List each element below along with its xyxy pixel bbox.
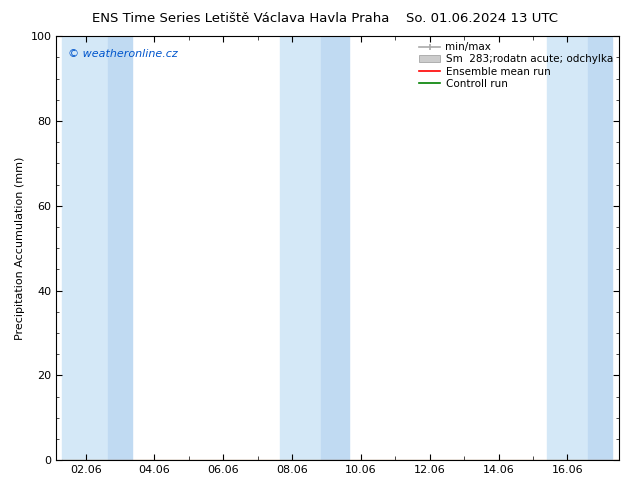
Bar bbox=[108, 36, 132, 460]
Bar bbox=[321, 36, 349, 460]
Text: © weatheronline.cz: © weatheronline.cz bbox=[68, 49, 178, 59]
Bar bbox=[547, 36, 588, 460]
Y-axis label: Precipitation Accumulation (mm): Precipitation Accumulation (mm) bbox=[15, 156, 25, 340]
Bar bbox=[61, 36, 108, 460]
Bar bbox=[280, 36, 321, 460]
Text: So. 01.06.2024 13 UTC: So. 01.06.2024 13 UTC bbox=[406, 12, 558, 25]
Legend: min/max, Sm  283;rodatn acute; odchylka, Ensemble mean run, Controll run: min/max, Sm 283;rodatn acute; odchylka, … bbox=[415, 38, 617, 93]
Bar bbox=[588, 36, 612, 460]
Text: ENS Time Series Letiště Václava Havla Praha: ENS Time Series Letiště Václava Havla Pr… bbox=[92, 12, 390, 25]
